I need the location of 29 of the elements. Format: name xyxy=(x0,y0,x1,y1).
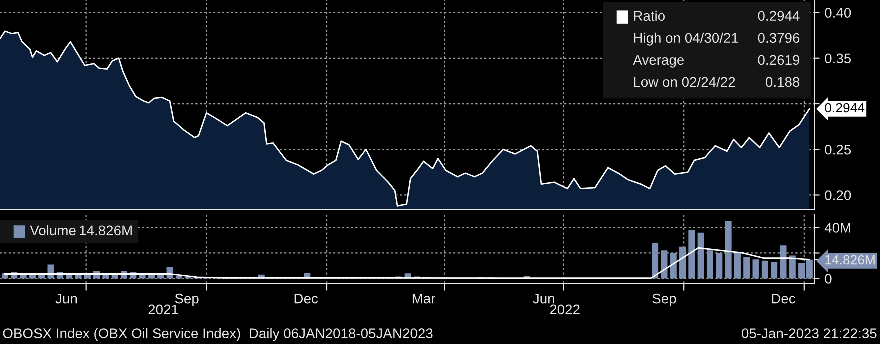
y-tick-label: 0 xyxy=(825,274,832,284)
x-tick-label: Mar xyxy=(412,294,436,304)
x-tick-label: Sep xyxy=(175,294,199,306)
text: OBOSX Index (OBX Oil Service Index) Daily 06JAN2018-05JAN2023 xyxy=(3,328,433,342)
x2-tick-label: 2021 xyxy=(148,304,178,315)
annotation: High on 04/30/21 xyxy=(634,32,738,46)
text: 05-Jan-2023 21:22:35 xyxy=(742,328,877,339)
y-tick-label: 0.40 xyxy=(825,8,852,18)
annotation: Average xyxy=(633,55,684,68)
annotation: Low on 02/24/22 xyxy=(634,76,736,88)
legend-label: Volume xyxy=(30,225,76,236)
x-tick-label: Dec xyxy=(294,294,318,304)
legend-label: Ratio xyxy=(634,10,666,22)
annotation: 0.188 xyxy=(766,77,800,88)
y-tick-label: 0.20 xyxy=(825,190,852,200)
y-tick-label: 0.25 xyxy=(825,144,852,155)
annotation: 0.2944 xyxy=(825,103,865,113)
x2-tick-label: 2022 xyxy=(550,304,580,315)
annotation: 14.826M xyxy=(80,226,132,236)
x-tick-label: Jun xyxy=(56,294,78,304)
x-tick-label: Dec xyxy=(772,294,796,304)
y-tick-label: 40M xyxy=(824,223,850,233)
x-tick-label: Jun xyxy=(533,294,554,304)
annotation: 0.3796 xyxy=(758,33,800,44)
y-tick-label: 14.826M xyxy=(826,255,875,265)
y-tick-label: 0.35 xyxy=(825,54,852,64)
x-tick-label: Sep xyxy=(652,294,676,306)
annotation: 0.2619 xyxy=(758,55,800,66)
annotation: 0.2944 xyxy=(758,11,800,22)
